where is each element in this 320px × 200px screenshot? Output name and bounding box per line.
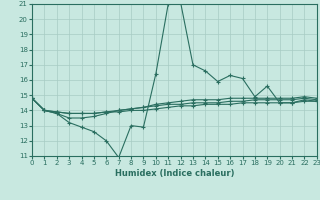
X-axis label: Humidex (Indice chaleur): Humidex (Indice chaleur) xyxy=(115,169,234,178)
